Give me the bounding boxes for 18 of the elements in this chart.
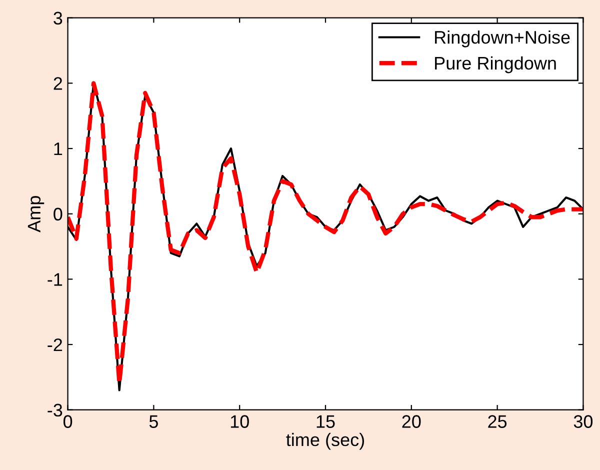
x-tick-label: 10 <box>230 415 249 428</box>
y-tick-label: -2 <box>48 338 62 352</box>
y-tick-label: 1 <box>54 142 62 156</box>
y-tick-label: 3 <box>54 12 62 25</box>
x-tick-label: 0 <box>63 415 72 428</box>
legend-label: Pure Ringdown <box>435 56 556 74</box>
y-axis-title: Amp <box>28 196 44 232</box>
x-tick-label: 20 <box>402 415 421 428</box>
x-tick-label: 25 <box>488 415 507 428</box>
y-tick-label: 2 <box>54 77 62 90</box>
x-axis-title: time (sec) <box>286 432 364 450</box>
y-tick-label: 0 <box>54 208 62 221</box>
x-tick-label: 15 <box>316 415 335 428</box>
x-tick-label: 30 <box>574 415 593 428</box>
y-tick-label: -3 <box>48 404 62 417</box>
x-tick-label: 5 <box>149 415 158 428</box>
legend-label: Ringdown+Noise <box>435 30 570 48</box>
y-tick-label: -1 <box>48 273 62 286</box>
